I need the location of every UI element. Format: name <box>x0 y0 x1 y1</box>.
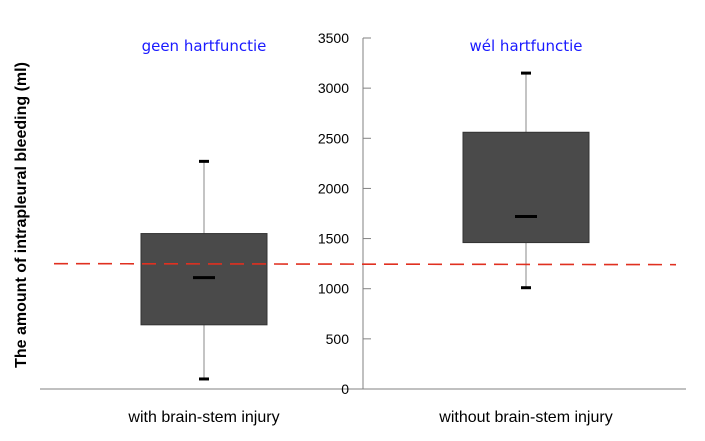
y-tick-label: 3500 <box>318 30 349 46</box>
box-group <box>140 159 268 381</box>
y-tick-label: 500 <box>326 331 350 347</box>
y-axis-label: The amount of intrapleural bleeding (ml) <box>13 62 30 368</box>
iqr-box <box>140 233 268 326</box>
annotations: geen hartfunctie wél hartfunctie <box>142 37 583 55</box>
boxes <box>140 71 590 381</box>
annotation-label: geen hartfunctie <box>142 37 267 55</box>
reference-line <box>53 262 677 266</box>
y-tick-label: 2000 <box>318 180 349 196</box>
iqr-box <box>462 131 590 244</box>
annotation-label: wél hartfunctie <box>470 37 583 55</box>
y-tick-label: 0 <box>341 381 349 397</box>
box-group <box>462 71 590 290</box>
category-label: with brain-stem injury <box>127 409 279 426</box>
category-label: without brain-stem injury <box>438 409 612 426</box>
category-labels: with brain-stem injury without brain-stem… <box>127 409 612 426</box>
reference-line-group <box>53 262 677 266</box>
y-axis-ticks: 0 500 1000 1500 2000 2500 3000 3500 <box>318 30 371 397</box>
y-tick-label: 2500 <box>318 130 349 146</box>
y-tick-label: 1000 <box>318 281 349 297</box>
y-tick-label: 3000 <box>318 80 349 96</box>
y-tick-label: 1500 <box>318 231 349 247</box>
